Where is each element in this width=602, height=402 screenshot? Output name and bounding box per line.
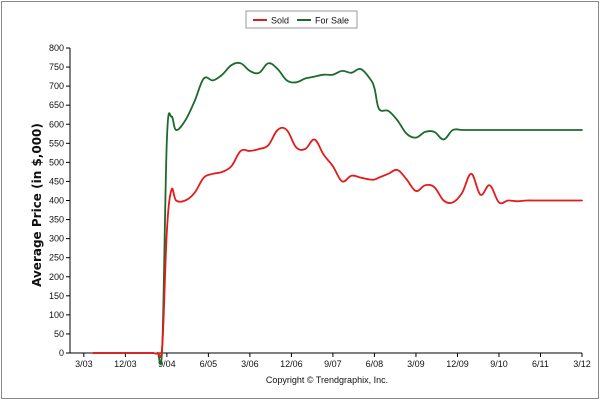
- series-lines: [92, 61, 583, 366]
- y-tick-label: 650: [49, 100, 64, 110]
- x-tick-label: 12/06: [280, 359, 303, 369]
- x-tick-label: 12/03: [114, 359, 137, 369]
- y-tick-label: 50: [54, 329, 64, 339]
- y-ticks: 0 50 100 150 200 250 300 350 400 450 500 550 600 650 7…: [49, 43, 70, 358]
- x-tick-label: 6/05: [200, 359, 218, 369]
- series-line-for-sale: [92, 61, 583, 366]
- y-tick-label: 150: [49, 291, 64, 301]
- y-axis-label: Average Price (in $,000): [30, 123, 44, 287]
- x-tick-label: 3/09: [407, 359, 425, 369]
- x-tick-label: 12/09: [446, 359, 469, 369]
- y-tick-label: 400: [49, 196, 64, 206]
- x-tick-label: 3/12: [573, 359, 591, 369]
- y-tick-label: 800: [49, 43, 64, 53]
- y-tick-label: 0: [59, 348, 64, 358]
- x-tick-label: 6/08: [366, 359, 384, 369]
- axes: [69, 48, 582, 354]
- legend-label-for-sale: For Sale: [315, 16, 349, 26]
- y-tick-label: 250: [49, 253, 64, 263]
- y-tick-label: 700: [49, 81, 64, 91]
- legend-label-sold: Sold: [271, 16, 289, 26]
- series-line-sold: [92, 126, 583, 358]
- x-tick-label: 6/11: [532, 359, 549, 369]
- x-tick-label: 3/06: [241, 359, 259, 369]
- y-tick-label: 350: [49, 215, 64, 225]
- y-tick-label: 550: [49, 138, 64, 148]
- y-tick-label: 100: [49, 310, 64, 320]
- y-tick-label: 500: [49, 157, 64, 167]
- x-tick-label: 3/03: [75, 359, 93, 369]
- y-tick-label: 450: [49, 176, 64, 186]
- y-tick-label: 300: [49, 234, 64, 244]
- y-tick-label: 200: [49, 272, 64, 282]
- x-tick-label: 9/07: [324, 359, 342, 369]
- x-ticks: 3/03 12/03 9/04 6/05 3/06 12/06 9/07 6/08 3/09 12…: [75, 353, 591, 369]
- y-tick-label: 750: [49, 62, 64, 72]
- copyright-footer: Copyright © Trendgraphix, Inc.: [266, 375, 388, 385]
- y-tick-label: 600: [49, 119, 64, 129]
- x-tick-label: 9/10: [490, 359, 508, 369]
- legend: Sold For Sale: [245, 10, 358, 29]
- x-tick-label: 9/04: [158, 359, 176, 369]
